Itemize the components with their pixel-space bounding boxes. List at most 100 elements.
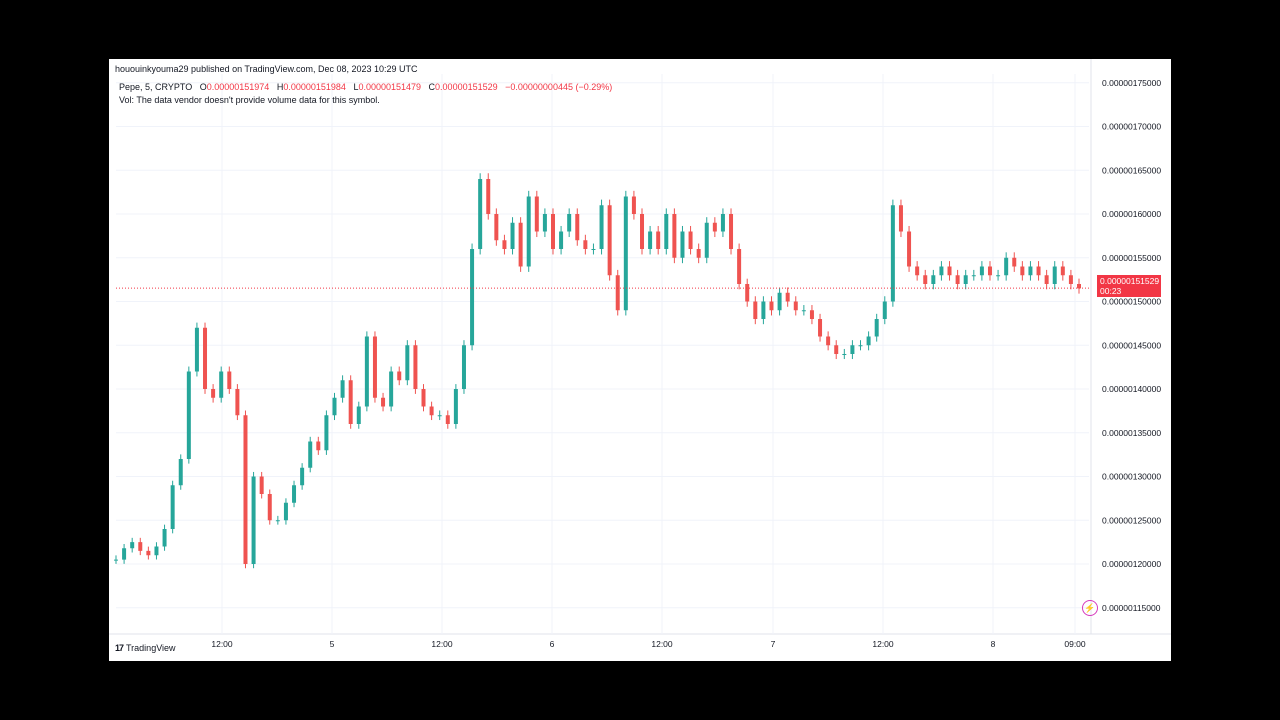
candle-body (364, 336, 369, 407)
candle-body (761, 301, 766, 319)
candle-body (486, 179, 491, 214)
y-tick-label: 0.00000145000 (1102, 340, 1161, 350)
candle-body (939, 266, 944, 276)
candle-body (923, 275, 928, 284)
candle-body (931, 275, 936, 284)
candle-body (1068, 275, 1073, 284)
candle-body (211, 389, 216, 398)
last-price-tag: 0.00000151529 00:23 (1097, 275, 1161, 297)
candle-body (874, 319, 879, 337)
candle-body (615, 275, 620, 311)
x-tick-label: 09:00 (1064, 639, 1086, 649)
candle-body (1052, 266, 1057, 284)
candle-body (737, 249, 742, 284)
candle-body (389, 371, 394, 407)
candle-body (292, 485, 297, 503)
tradingview-logo-icon: 17 (115, 643, 124, 653)
candle-body (1028, 266, 1033, 276)
candle-body (890, 205, 895, 302)
candle-body (114, 559, 118, 561)
candle-body (130, 542, 135, 549)
publish-line: hououinkyouma29 published on TradingView… (115, 64, 418, 74)
x-tick-label: 12:00 (211, 639, 233, 649)
candle-body (178, 459, 183, 486)
candle-body (170, 485, 175, 529)
lightning-icon[interactable]: ⚡ (1082, 600, 1098, 616)
candle-body (453, 389, 458, 424)
candle-body (575, 214, 580, 241)
candle-body (712, 222, 717, 232)
candle-body (1044, 275, 1049, 284)
candle-body (267, 494, 272, 521)
candle-body (720, 214, 725, 232)
candle-body (963, 275, 968, 284)
candle-body (1036, 266, 1041, 276)
candle-body (356, 406, 361, 424)
y-tick-label: 0.00000125000 (1102, 515, 1161, 525)
ohlc-legend: Pepe, 5, CRYPTO O0.00000151974 H0.000001… (119, 82, 612, 92)
candle-body (567, 214, 572, 232)
candle-body (777, 292, 782, 311)
x-tick-label: 8 (991, 639, 996, 649)
candle-body (332, 397, 337, 416)
candle-body (510, 222, 515, 249)
candle-body (146, 550, 151, 556)
candle-body (203, 327, 208, 389)
candle-body (437, 415, 442, 417)
candle-body (809, 310, 814, 319)
y-tick-label: 0.00000170000 (1102, 122, 1161, 132)
candle-body (696, 249, 701, 258)
candle-body (915, 266, 920, 276)
candle-body (680, 231, 685, 258)
candle-body (1020, 266, 1025, 276)
volume-note: Vol: The data vendor doesn't provide vol… (119, 95, 380, 105)
y-tick-label: 0.00000140000 (1102, 384, 1161, 394)
change-value: −0.00000000445 (−0.29%) (505, 82, 613, 92)
chart-frame: 0.00000175000 0.00000170000 0.00000165000 0… (109, 59, 1171, 661)
candle-body (308, 441, 313, 468)
candle-body (858, 345, 863, 347)
candle-body (769, 301, 774, 311)
candle-body (640, 214, 645, 249)
candle-body (882, 301, 887, 319)
candle-body (688, 231, 693, 249)
symbol-label[interactable]: Pepe, 5, CRYPTO (119, 82, 193, 92)
candle-body (1060, 266, 1065, 276)
candle-body (421, 389, 426, 407)
high-value: 0.00000151984 (283, 82, 346, 92)
close-value: 0.00000151529 (435, 82, 498, 92)
candle-body (372, 336, 377, 398)
candle-body (801, 310, 806, 312)
candle-body (866, 336, 871, 346)
candle-body (793, 301, 798, 311)
footer-brand[interactable]: 17 TradingView (115, 643, 176, 653)
candle-body (631, 196, 636, 214)
candle-body (470, 249, 475, 346)
candle-body (591, 249, 596, 250)
low-label: L (353, 82, 359, 92)
chart-canvas[interactable]: 0.00000175000 0.00000170000 0.00000165000 0… (109, 59, 1171, 661)
candle-body (122, 548, 127, 560)
candle-body (664, 214, 669, 249)
candle-body (672, 214, 677, 258)
candle-body (348, 380, 353, 424)
candle-body (826, 336, 831, 346)
candle-body (656, 231, 661, 249)
candle-body (623, 196, 628, 311)
x-tick-label: 12:00 (651, 639, 673, 649)
y-tick-label: 0.00000130000 (1102, 472, 1161, 482)
candle-body (971, 275, 976, 277)
candle-body (987, 266, 992, 276)
candle-body (648, 231, 653, 249)
high-label: H (276, 82, 284, 92)
candle-body (842, 354, 847, 355)
x-tick-label: 7 (771, 639, 776, 649)
candle-body (340, 380, 345, 398)
candle-body (898, 205, 903, 232)
x-tick-label: 12:00 (872, 639, 894, 649)
candle-body (979, 266, 984, 276)
candle-body (559, 231, 564, 249)
candle-body (251, 476, 256, 564)
y-tick-label: 0.00000135000 (1102, 428, 1161, 438)
candle-body (397, 371, 402, 381)
